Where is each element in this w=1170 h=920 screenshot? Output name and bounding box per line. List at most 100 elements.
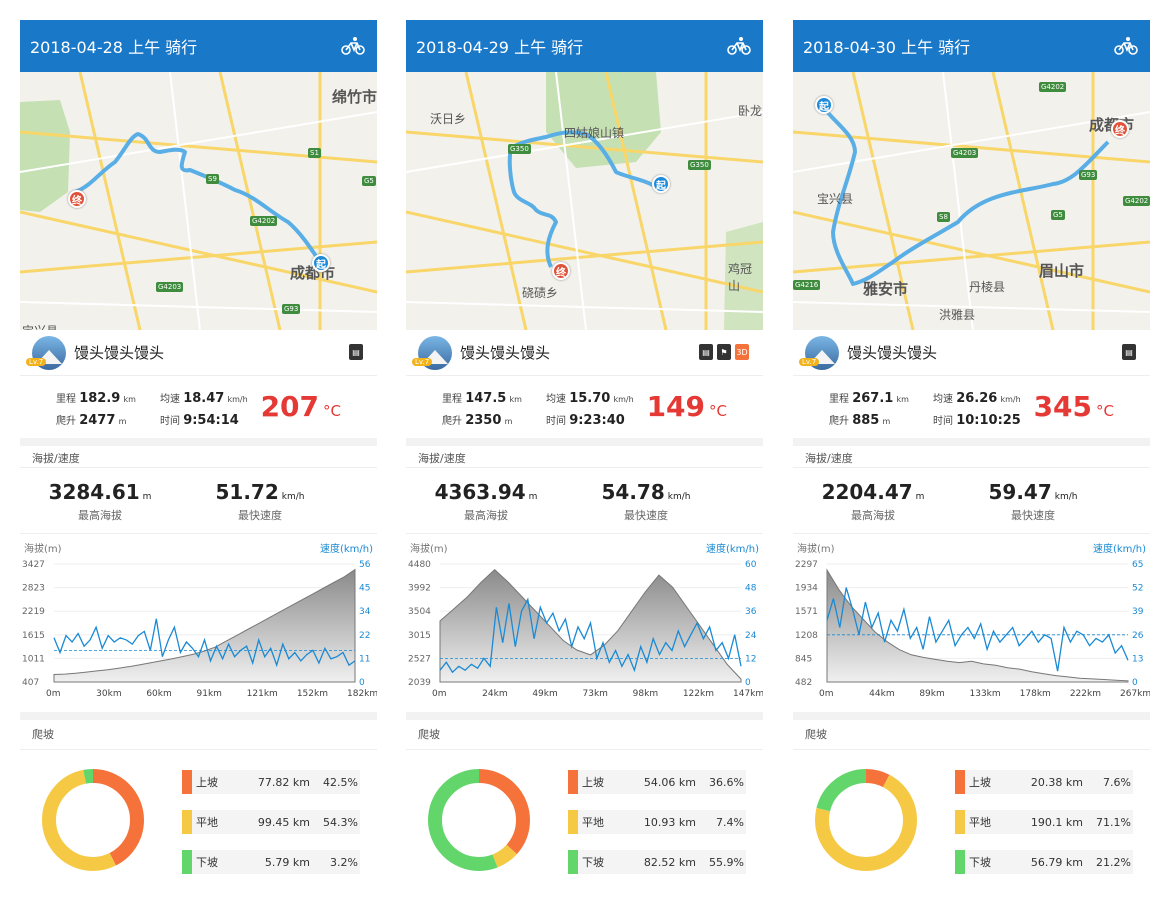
slope-name: 上坡: [969, 776, 991, 789]
avg-speed-stat: 均速 15.70 km/h: [546, 391, 634, 406]
slope-legend-row: 平地 10.93 km 7.4%: [568, 810, 746, 834]
climb-stat: 爬升 885 m: [829, 413, 891, 428]
donut-segment: [42, 769, 144, 871]
temperature: 149 °C: [646, 390, 727, 423]
map-place-label: 宝兴县: [22, 322, 58, 330]
map-place-label: 雅安市: [863, 280, 909, 298]
map-road-label: G350: [688, 160, 711, 170]
route-map[interactable]: 成都市宝兴县雅安市丹棱县眉山市洪雅县G4202G4203G93S8G5G4216…: [793, 72, 1150, 330]
speed-tick: 26: [1132, 631, 1144, 641]
document-icon[interactable]: ▤: [699, 344, 713, 360]
card-header: 2018-04-30 上午 骑行: [793, 20, 1150, 72]
distance-tick: 98km: [633, 689, 658, 699]
slope-percent: 7.4%: [716, 815, 744, 829]
level-badge: Lv.7: [26, 358, 47, 366]
max-altitude: 4363.94 m 最高海拔: [434, 480, 538, 522]
speed-tick: 39: [1132, 607, 1144, 617]
avatar[interactable]: [805, 335, 839, 370]
altitude-tick: 2297: [795, 560, 818, 570]
climb-stat: 爬升 2350 m: [442, 413, 513, 428]
slope-name: 上坡: [582, 776, 604, 789]
speed-tick: 36: [745, 607, 757, 617]
distance-tick: 122km: [683, 689, 714, 699]
route-line: [819, 102, 1110, 286]
end-marker[interactable]: 终: [1111, 120, 1129, 138]
distance-tick: 0m: [819, 689, 834, 699]
flag-icon[interactable]: ⚑: [717, 344, 731, 360]
distance-tick: 147km: [733, 689, 763, 699]
bicycle-icon[interactable]: [341, 36, 365, 56]
end-marker[interactable]: 终: [68, 190, 86, 208]
slope-name: 上坡: [196, 776, 218, 789]
altitude-area: [53, 568, 356, 683]
username[interactable]: 馒头馒头馒头: [74, 344, 165, 362]
slope-name: 下坡: [582, 856, 604, 869]
ride-title: 2018-04-30 上午 骑行: [803, 38, 971, 57]
ride-title: 2018-04-28 上午 骑行: [30, 38, 198, 57]
speed-tick: 12: [745, 654, 756, 664]
end-marker[interactable]: 终: [552, 262, 570, 280]
username[interactable]: 馒头馒头馒头: [460, 344, 551, 362]
speed-tick: 13: [1132, 654, 1143, 664]
user-row: Lv.7 馒头馒头馒头 ▤ ⚑ 3D: [406, 330, 763, 376]
slope-donut: [815, 769, 917, 871]
slope-percent: 21.2%: [1096, 855, 1131, 869]
start-marker[interactable]: 起: [652, 175, 670, 193]
slope-donut: [428, 769, 530, 871]
altitude-tick: 4480: [408, 560, 431, 570]
slope-distance: 82.52 km: [643, 855, 696, 869]
map-place-label: 宝兴县: [817, 192, 854, 206]
altitude-tick: 1615: [22, 631, 45, 641]
altitude-speed-chart[interactable]: 海拔(m) 速度(km/h) 4480 3992 3504 3015 2527 2039 6…: [406, 534, 763, 720]
distance-tick: 60km: [146, 689, 171, 699]
altitude-speed-chart[interactable]: 海拔(m) 速度(km/h) 2297 1934 1571 1208 845 482 65 5…: [793, 534, 1150, 720]
map-place-label: 卧龙: [738, 104, 763, 118]
bicycle-icon[interactable]: [1114, 36, 1138, 56]
slope-name: 下坡: [196, 856, 218, 869]
route-map[interactable]: 沃日乡 四姑娘山镇 卧龙 硗碛乡 鸡冠山 G350 G350 起终: [406, 72, 763, 330]
altitude-tick: 2039: [408, 678, 431, 688]
slope-distance: 5.79 km: [264, 855, 310, 869]
start-marker[interactable]: 起: [815, 96, 833, 114]
speed-tick: 52: [1132, 584, 1143, 594]
slope-percent: 55.9%: [709, 855, 744, 869]
card-header: 2018-04-28 上午 骑行: [20, 20, 377, 72]
map-road-label: G4202: [1039, 82, 1067, 92]
map-road-label: G350: [508, 144, 531, 154]
altitude-speed-chart[interactable]: 海拔(m) 速度(km/h) 3427 2823 2219 1615 1011 407 56…: [20, 534, 377, 720]
slope-legend-row: 平地 99.45 km 54.3%: [182, 810, 360, 834]
speed-tick: 11: [359, 654, 370, 664]
ride-card[interactable]: 2018-04-29 上午 骑行 沃日乡 四姑娘山镇 卧龙 硗碛乡 鸡冠山 G350 G35…: [406, 20, 763, 900]
username[interactable]: 馒头馒头馒头: [847, 344, 938, 362]
legend-swatch: [568, 810, 578, 834]
climb-section-title: 爬坡: [20, 720, 377, 750]
map-road-label: G5: [362, 176, 376, 186]
map-road-label: G5: [1051, 210, 1065, 220]
ride-card[interactable]: 2018-04-28 上午 骑行 绵竹市成都市宝兴县S1S9G4202G4203…: [20, 20, 377, 900]
bicycle-icon[interactable]: [727, 36, 751, 56]
speed-line: [439, 597, 742, 674]
distance-stat: 里程 267.1 km: [829, 391, 909, 406]
ride-card[interactable]: 2018-04-30 上午 骑行 成都市宝兴县雅安市丹棱县眉山市洪雅县G4202…: [793, 20, 1150, 900]
start-marker[interactable]: 起: [312, 254, 330, 272]
altitude-tick: 3992: [408, 584, 431, 594]
speed-tick: 34: [359, 607, 371, 617]
slope-percent: 42.5%: [323, 775, 358, 789]
slope-distance: 190.1 km: [1030, 815, 1083, 829]
slope-legend-row: 下坡 82.52 km 55.9%: [568, 850, 746, 874]
legend-swatch: [955, 850, 965, 874]
user-row: Lv.7 馒头馒头馒头 ▤: [20, 330, 377, 376]
altitude-tick: 407: [22, 678, 39, 688]
distance-tick: 152km: [297, 689, 328, 699]
stats-panel: 里程 267.1 km 爬升 885 m 均速 26.26 km/h 时间 10…: [793, 376, 1150, 446]
map-road-label: G4202: [1123, 196, 1150, 206]
document-icon[interactable]: ▤: [1122, 344, 1136, 360]
route-map[interactable]: 绵竹市成都市宝兴县S1S9G4202G4203G93G5起终: [20, 72, 377, 330]
altitude-tick: 845: [795, 654, 812, 664]
3d-view-icon[interactable]: 3D: [735, 344, 749, 360]
slope-distance: 99.45 km: [257, 815, 310, 829]
slope-legend-row: 平地 190.1 km 71.1%: [955, 810, 1133, 834]
map-road-label: G4203: [951, 148, 979, 158]
map-road-label: S1: [308, 148, 321, 158]
document-icon[interactable]: ▤: [349, 344, 363, 360]
